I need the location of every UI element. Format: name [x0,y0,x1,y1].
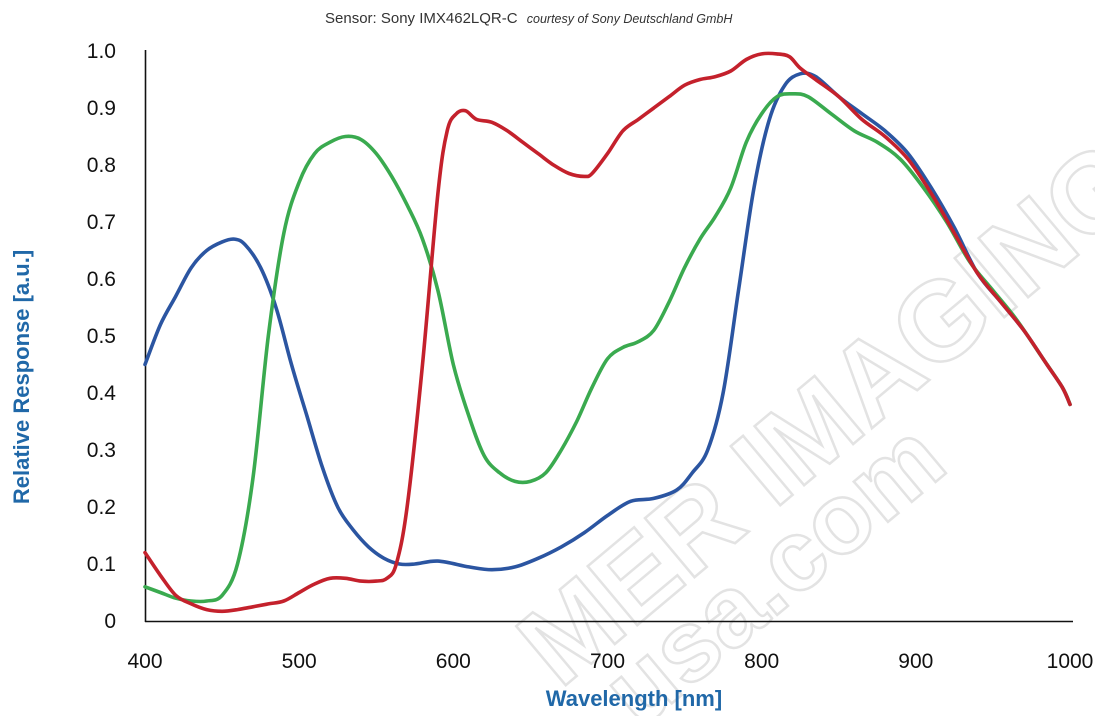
y-tick-labels: 0 0.1 0.2 0.3 0.4 0.5 0.6 0.7 0.8 0.9 1.0 [87,40,117,633]
x-tick-label: 700 [590,650,625,673]
x-tick-label: 500 [282,650,317,673]
chart-title: Sensor: Sony IMX462LQR-C [325,10,518,27]
y-tick-label: 0.3 [87,439,116,462]
y-tick-label: 0.1 [87,553,116,576]
series-line-red [143,51,1072,614]
y-tick-label: 0.2 [87,496,116,519]
series-line-green [143,91,1072,604]
chart-subtitle: courtesy of Sony Deutschland GmbH [527,12,734,26]
x-tick-labels: 400 500 600 700 800 900 1000 [127,650,1093,673]
y-tick-label: 0.8 [87,154,116,177]
y-tick-label: 0.4 [87,382,117,405]
y-axis-label: Relative Response [a.u.] [9,250,34,504]
x-tick-label: 600 [436,650,471,673]
y-tick-label: 0.7 [87,211,116,234]
x-tick-label: 900 [898,650,933,673]
x-tick-label: 800 [744,650,779,673]
y-tick-label: 0.6 [87,268,116,291]
series-line-blue [143,71,1072,572]
y-tick-label: 0.9 [87,97,116,120]
x-tick-label: 400 [127,650,162,673]
y-tick-label: 1.0 [87,40,116,63]
x-tick-label: 1000 [1047,650,1094,673]
watermark: MER IMAGING US usa.com [494,0,1095,716]
series-layer [143,51,1072,614]
y-tick-label: 0 [104,610,116,633]
y-tick-label: 0.5 [87,325,116,348]
x-axis-label: Wavelength [nm] [546,686,722,711]
chart-title-group: Sensor: Sony IMX462LQR-C courtesy of Son… [325,10,733,27]
